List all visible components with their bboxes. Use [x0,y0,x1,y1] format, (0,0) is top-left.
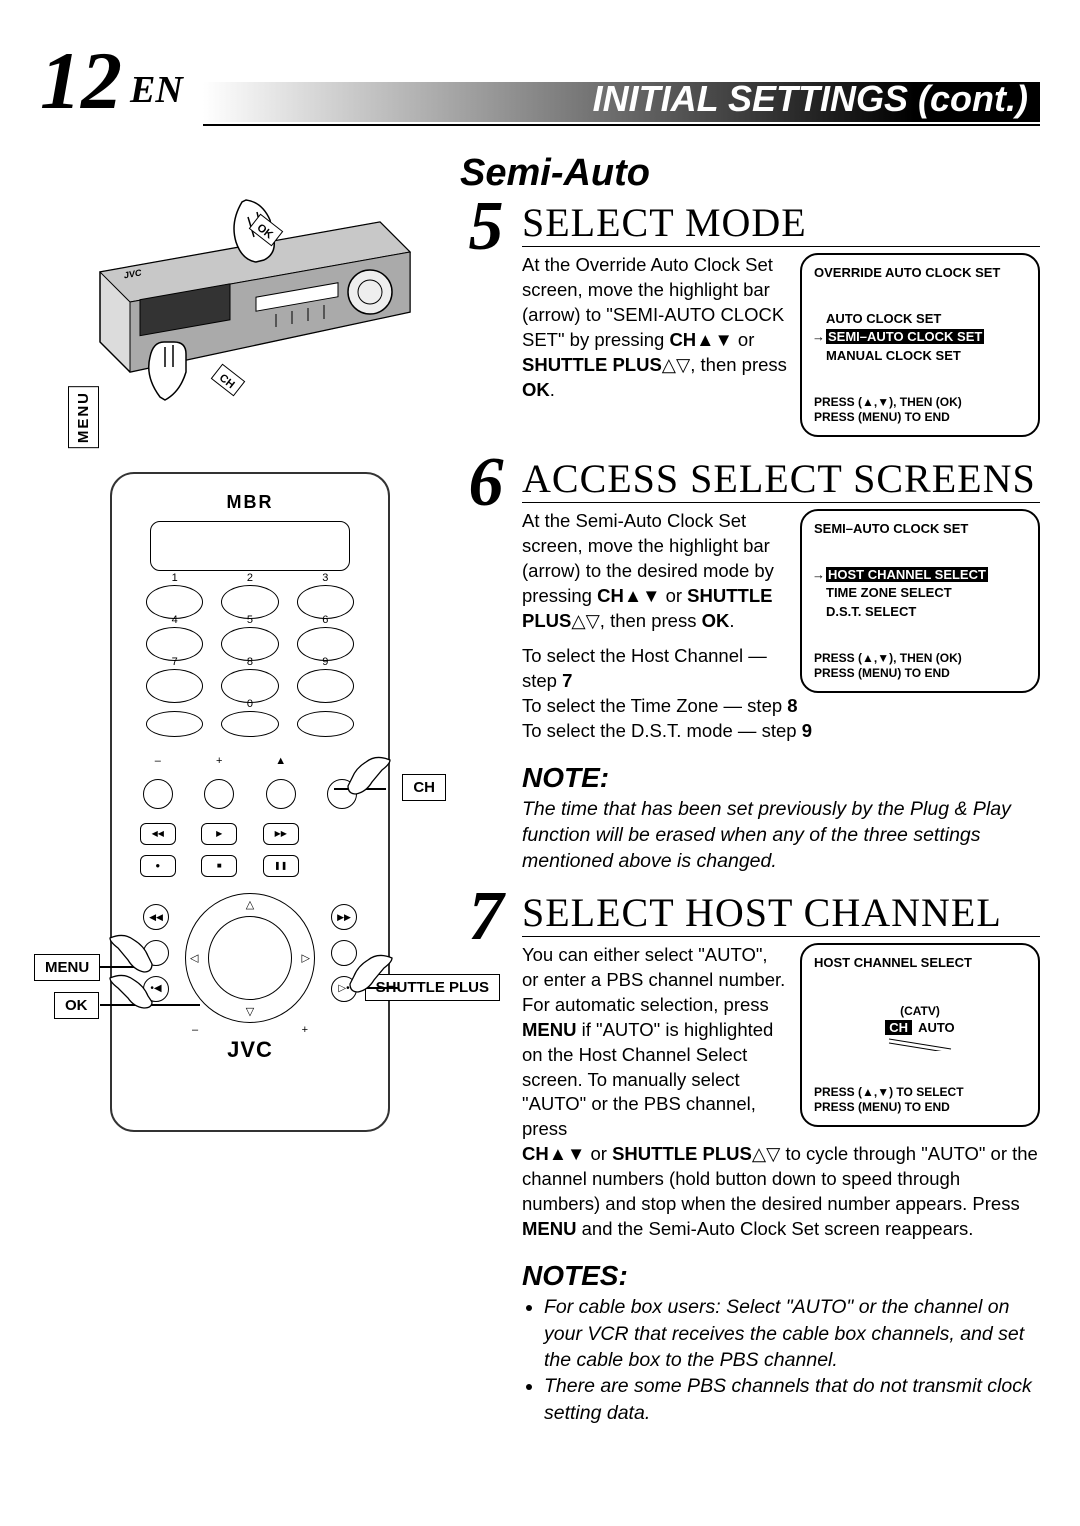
callout-menu: MENU [34,954,100,981]
header-underline [203,124,1040,126]
step-6-text: At the Semi-Auto Clock Set screen, move … [522,509,788,634]
notes-item-1: There are some PBS channels that do not … [544,1373,1040,1426]
vcr-illustration: OK CH JVC [70,142,430,402]
step-6-extra-2: To select the D.S.T. mode — step 9 [522,719,1040,744]
step-5-text: At the Override Auto Clock Set screen, m… [522,253,788,437]
step-5-title: SELECT MODE [522,199,1040,247]
step-5-number: 5 [460,199,512,255]
remote-keypad: 1 2 3 4 5 6 7 8 9 0 [128,585,372,737]
step-7-continuation: CH▲▼ or SHUTTLE PLUS△▽ to cycle through … [522,1142,1040,1242]
header-title: INITIAL SETTINGS (cont.) [593,78,1028,120]
page-number: 12 [40,40,122,122]
step-6-extra-0: To select the Host Channel — step 7 [522,644,788,694]
osd-semiauto: SEMI–AUTO CLOCK SET HOST CHANNEL SELECT … [800,509,1040,693]
shuttle-ring: △ ▽ ◁ ▷ – + [185,893,315,1023]
notes-heading: NOTES: [522,1260,1040,1292]
step-7-text: You can either select "AUTO", or enter a… [522,943,788,1143]
notes-item-0: For cable box users: Select "AUTO" or th… [544,1294,1040,1373]
section-title: Semi-Auto [460,152,1040,195]
note-text: The time that has been set previously by… [522,796,1040,875]
callout-ch: CH [402,774,446,801]
remote-logo: JVC [128,1037,372,1063]
remote-illustration: MBR 1 2 3 4 5 6 7 8 9 0 – [110,472,390,1132]
osd-override: OVERRIDE AUTO CLOCK SET AUTO CLOCK SET S… [800,253,1040,437]
remote-lcd [150,521,350,571]
step-6-number: 6 [460,455,512,511]
step-6-title: ACCESS SELECT SCREENS [522,455,1040,503]
page-lang: EN [130,68,183,112]
step-6-extra-1: To select the Time Zone — step 8 [522,694,1040,719]
step-7-number: 7 [460,889,512,945]
step-7-title: SELECT HOST CHANNEL [522,889,1040,937]
remote-brand: MBR [128,492,372,513]
note-heading: NOTE: [522,762,1040,794]
callout-ok: OK [54,992,99,1019]
osd-hostchannel: HOST CHANNEL SELECT (CATV) CH AUTO PRESS… [800,943,1040,1127]
vcr-menu-callout: MENU [68,386,99,448]
osd-footer: PRESS (▲,▼), THEN (OK)PRESS (MENU) TO EN… [814,395,1026,425]
